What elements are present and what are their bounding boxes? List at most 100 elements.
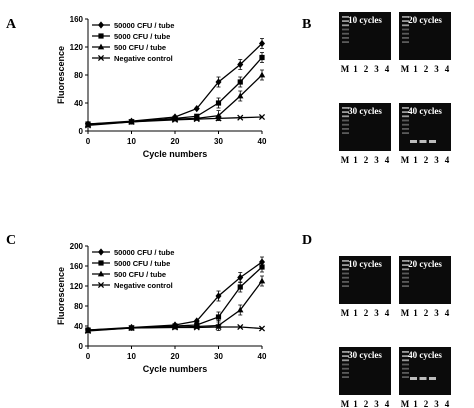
series-x	[84, 323, 266, 335]
panel-letter-b: B	[302, 17, 311, 32]
lane-label: 4	[445, 399, 450, 408]
ladder-band	[342, 359, 349, 362]
ladder-lane	[402, 351, 409, 378]
ladder-lane	[342, 351, 349, 378]
gel-image: 20 cycles M 1 2 3 4	[399, 256, 451, 318]
legend-entry: 50000 CFU / tube	[92, 248, 174, 257]
sample-band	[419, 140, 427, 143]
gel-background	[339, 12, 391, 60]
panel-letter-a: A	[6, 17, 17, 32]
x-tick-label: 20	[171, 352, 180, 361]
ladder-band	[342, 24, 349, 27]
ladder-band	[342, 351, 349, 353]
lane-label: M	[341, 308, 350, 318]
x-tick-label: 10	[127, 137, 136, 146]
x-tick-label: 0	[86, 137, 91, 146]
ladder-band	[342, 107, 349, 109]
ladder-band	[342, 128, 349, 130]
ladder-band	[342, 123, 349, 126]
ladder-band	[402, 119, 409, 122]
ladder-band	[402, 32, 409, 35]
ladder-band	[342, 272, 349, 275]
ladder-band	[402, 359, 409, 362]
gel-image: 40 cycles M 1 2 3 4	[399, 347, 451, 408]
gel-title: 10 cycles	[348, 259, 382, 269]
y-tick-label: 200	[70, 242, 84, 251]
ladder-lane	[342, 16, 349, 43]
gel-title: 20 cycles	[408, 15, 442, 25]
ladder-band	[402, 272, 409, 275]
lane-label: 2	[424, 64, 429, 74]
ladder-band	[402, 37, 409, 39]
gel-image: 10 cycles M 1 2 3 4	[339, 12, 391, 74]
ladder-band	[342, 28, 349, 31]
data-point	[237, 114, 244, 121]
ladder-band	[402, 111, 409, 113]
lane-label: 2	[364, 64, 369, 74]
ladder-band	[342, 132, 349, 134]
ladder-band	[402, 372, 409, 374]
y-tick-label: 120	[70, 282, 84, 291]
lane-label: 1	[413, 308, 418, 318]
data-point	[258, 113, 266, 121]
legend-entry: Negative control	[92, 281, 173, 290]
legend-label: 5000 CFU / tube	[114, 259, 170, 268]
ladder-band	[402, 376, 409, 378]
lane-label: 1	[353, 155, 358, 165]
lane-label: M	[341, 64, 350, 74]
ladder-band	[402, 264, 409, 266]
ladder-band	[342, 285, 349, 287]
lane-label: 3	[434, 64, 439, 74]
lane-label: M	[401, 308, 410, 318]
data-point	[259, 39, 265, 48]
data-point	[215, 292, 222, 300]
lane-label: 2	[424, 155, 429, 165]
data-point	[215, 323, 222, 331]
ladder-band	[402, 107, 409, 109]
lane-label: 1	[413, 64, 418, 74]
lane-label: 2	[364, 399, 369, 408]
legend-entry: 50000 CFU / tube	[92, 21, 174, 30]
lane-label: 3	[434, 399, 439, 408]
ladder-lane	[402, 107, 409, 134]
panel-letter-d: D	[302, 233, 312, 248]
lane-label: M	[401, 155, 410, 165]
gel-background	[339, 103, 391, 151]
data-point	[84, 122, 92, 129]
ladder-band	[342, 372, 349, 374]
lane-label: 2	[424, 308, 429, 318]
gel-image: 10 cycles M 1 2 3 4	[339, 256, 391, 318]
x-axis-label: Cycle numbers	[143, 364, 208, 374]
sample-band	[429, 377, 436, 380]
lane-label: 3	[434, 308, 439, 318]
legend-marker	[97, 270, 105, 277]
series-triangle	[84, 69, 266, 128]
ladder-band	[342, 367, 349, 370]
x-tick-label: 20	[171, 137, 180, 146]
lane-label: 4	[385, 155, 390, 165]
gel-image: 30 cycles M 1 2 3 4	[339, 103, 391, 165]
lane-label: 2	[364, 308, 369, 318]
data-point	[193, 324, 200, 331]
ladder-lane	[342, 107, 349, 134]
data-point	[259, 54, 265, 61]
x-tick-label: 40	[258, 137, 267, 146]
ladder-lane	[402, 16, 409, 43]
series-x	[84, 113, 266, 129]
lane-label: 2	[424, 399, 429, 408]
lane-label: 1	[413, 155, 418, 165]
legend-label: 500 CFU / tube	[114, 43, 166, 52]
x-tick-label: 0	[86, 352, 91, 361]
legend-marker	[97, 43, 105, 50]
sample-band	[410, 377, 417, 380]
gel-title: 30 cycles	[348, 106, 382, 116]
chart-a: 0 40 80 120 160 0 10 20 30 40 Cycle numbers Fluores…	[56, 15, 267, 159]
data-point	[215, 78, 222, 86]
ladder-band	[402, 24, 409, 27]
ladder-band	[402, 351, 409, 353]
data-point	[237, 92, 244, 99]
ladder-band	[342, 281, 349, 283]
legend-label: 5000 CFU / tube	[114, 32, 170, 41]
legend-label: Negative control	[114, 281, 173, 290]
